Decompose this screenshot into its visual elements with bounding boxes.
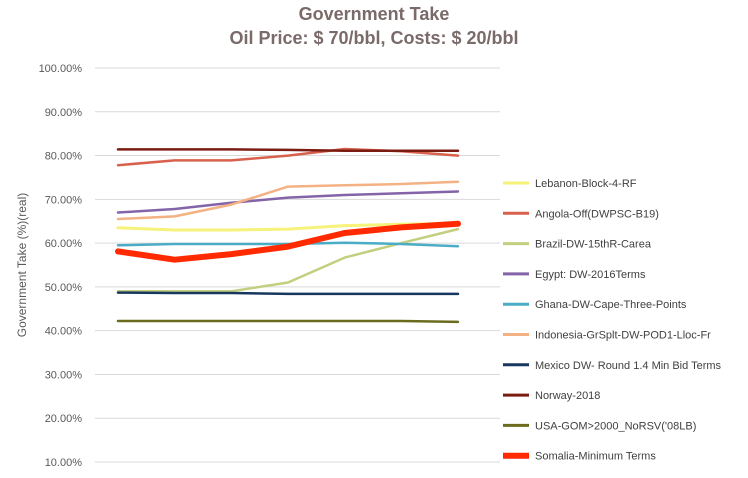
y-tick-label: 70.00% (45, 194, 83, 206)
y-tick-label: 20.00% (45, 413, 83, 425)
y-tick-label: 100.00% (39, 63, 83, 75)
series-line (116, 148, 460, 152)
legend-entry: Norway-2018 (535, 390, 600, 402)
series-line (116, 319, 460, 324)
legend-entry: Egypt: DW-2016Terms (535, 269, 646, 281)
series-line (116, 190, 460, 214)
legend-entry: Indonesia-GrSplt-DW-POD1-Lloc-Fr (535, 330, 711, 342)
chart-subtitle: Oil Price: $ 70/bbl, Costs: $ 20/bbl (229, 28, 519, 48)
legend-entry: USA-GOM>2000_NoRSV('08LB) (535, 420, 696, 432)
legend-entry: Somalia-Minimum Terms (535, 451, 656, 463)
legend-entry: Lebanon-Block-4-RF (535, 178, 637, 190)
y-axis-label: Government Take (%)(real) (15, 193, 29, 338)
y-tick-label: 80.00% (45, 151, 83, 163)
legend-entry: Brazil-DW-15thR-Carea (535, 239, 652, 251)
y-tick-label: 60.00% (45, 238, 83, 250)
legend-entry: Angola-Off(DWPSC-B19) (535, 208, 659, 220)
y-tick-label: 30.00% (45, 369, 83, 381)
series-line (116, 291, 460, 296)
y-tick-label: 50.00% (45, 282, 83, 294)
chart-title: Government Take (298, 4, 450, 24)
y-tick-label: 40.00% (45, 326, 83, 338)
y-tick-label: 90.00% (45, 107, 83, 119)
y-tick-label: 10.00% (45, 457, 83, 469)
series-line (115, 220, 461, 263)
series-line (116, 221, 460, 232)
legend-entry: Mexico DW- Round 1.4 Min Bid Terms (535, 360, 722, 372)
series-line (116, 180, 460, 221)
legend-entry: Ghana-DW-Cape-Three-Points (535, 299, 687, 311)
